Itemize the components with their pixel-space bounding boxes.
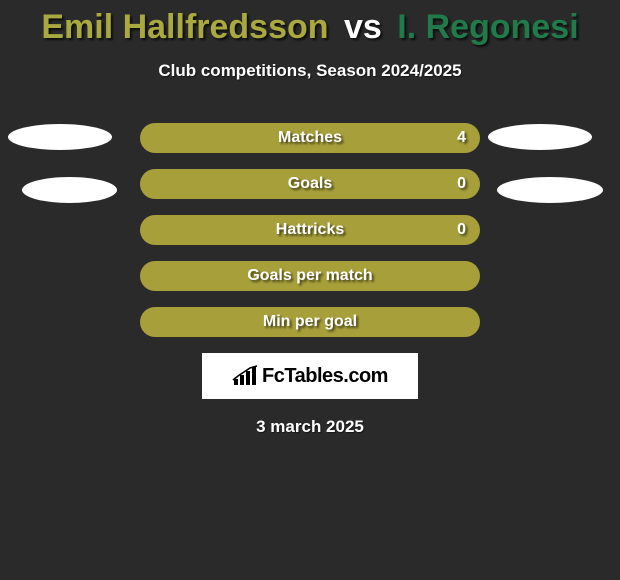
decorative-ellipse bbox=[22, 177, 117, 203]
stat-bar: Min per goal bbox=[140, 307, 480, 337]
stat-bar-value-right: 0 bbox=[457, 221, 466, 239]
chart-icon bbox=[232, 365, 258, 387]
fctables-logo: FcTables.com bbox=[202, 353, 418, 399]
logo-text: FcTables.com bbox=[262, 365, 388, 388]
stat-bar-label: Min per goal bbox=[263, 313, 357, 331]
stat-bar-label: Hattricks bbox=[276, 221, 344, 239]
subtitle: Club competitions, Season 2024/2025 bbox=[0, 61, 620, 81]
comparison-title: Emil Hallfredsson vs I. Regonesi bbox=[0, 0, 620, 47]
stat-bar: Matches 4 bbox=[140, 123, 480, 153]
stat-bar-label: Matches bbox=[278, 129, 342, 147]
decorative-ellipse bbox=[497, 177, 603, 203]
stat-bar-value-right: 4 bbox=[457, 129, 466, 147]
stat-bar: Hattricks 0 bbox=[140, 215, 480, 245]
stat-bars-container: Matches 4 Goals 0 Hattricks 0 Goals per match M… bbox=[140, 123, 480, 337]
decorative-ellipse bbox=[8, 124, 112, 150]
stat-bar-value-right: 0 bbox=[457, 175, 466, 193]
vs-separator: vs bbox=[344, 8, 382, 46]
stat-bar-label: Goals per match bbox=[247, 267, 372, 285]
logo-inner: FcTables.com bbox=[232, 365, 388, 388]
report-date: 3 march 2025 bbox=[0, 417, 620, 437]
decorative-ellipse bbox=[488, 124, 592, 150]
player1-name: Emil Hallfredsson bbox=[41, 8, 328, 46]
stat-bar: Goals 0 bbox=[140, 169, 480, 199]
stat-bar: Goals per match bbox=[140, 261, 480, 291]
stat-bar-label: Goals bbox=[288, 175, 332, 193]
player2-name: I. Regonesi bbox=[397, 8, 578, 46]
